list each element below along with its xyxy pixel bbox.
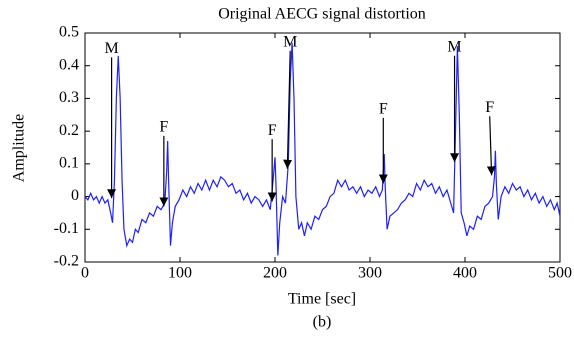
annotation-label: F (485, 99, 494, 116)
x-tick-label: 0 (81, 265, 89, 282)
y-tick-label: 0 (71, 187, 79, 204)
x-tick-label: 100 (168, 265, 192, 282)
annotation-arrow (283, 50, 293, 169)
y-axis-label: Amplitude (11, 114, 28, 182)
plot-frame (84, 32, 561, 263)
annotation-arrow (486, 116, 496, 176)
y-tick-label: -0.2 (54, 253, 79, 270)
y-tick-label: 0.1 (59, 155, 79, 172)
annotation-label: F (159, 119, 168, 136)
annotation-label: M (447, 38, 461, 55)
signal-line (85, 42, 560, 256)
x-tick-label: 200 (263, 265, 287, 282)
x-tick-label: 300 (358, 265, 382, 282)
x-axis-label: Time [sec] (288, 291, 356, 308)
chart-title: Original AECG signal distortion (218, 6, 426, 23)
annotation-label: M (104, 40, 118, 57)
annotation-label: M (283, 33, 297, 50)
y-tick-label: 0.4 (59, 56, 79, 73)
x-tick-label: 400 (453, 265, 477, 282)
annotation-label: F (268, 122, 277, 139)
y-tick-label: 0.2 (59, 122, 79, 139)
y-tick-label: 0.5 (59, 24, 79, 41)
y-tick-label: -0.1 (54, 220, 79, 237)
x-tick-label: 500 (548, 265, 572, 282)
caption: (b) (313, 314, 332, 331)
y-tick-label: 0.3 (59, 89, 79, 106)
annotation-label: F (379, 101, 388, 118)
